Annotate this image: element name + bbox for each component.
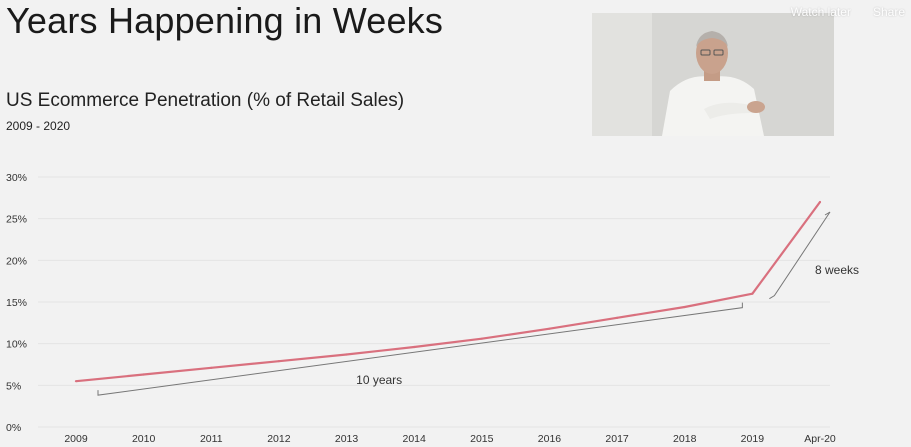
data-point	[277, 360, 281, 363]
slide-title: Years Happening in Weeks	[6, 0, 444, 41]
data-point	[683, 305, 686, 309]
x-tick-label: 2009	[64, 433, 88, 445]
presenter-webcam	[592, 13, 834, 136]
data-point	[413, 345, 416, 349]
series-line	[75, 201, 821, 383]
ten-years-bracket	[97, 302, 743, 396]
watch-later-button[interactable]: Watch later	[790, 5, 851, 19]
y-tick-label: 10%	[6, 339, 27, 351]
eight-weeks-label: 8 weeks	[815, 263, 859, 277]
y-tick-label: 25%	[6, 214, 27, 226]
y-tick-label: 15%	[6, 297, 27, 309]
share-button[interactable]: Share	[872, 5, 905, 19]
y-tick-label: 0%	[6, 422, 21, 434]
y-tick-label: 20%	[6, 255, 27, 267]
annotation-brackets	[97, 211, 831, 396]
x-tick-label: Apr-20	[804, 433, 836, 445]
x-tick-label: 2019	[741, 433, 765, 445]
x-tick-label: 2017	[605, 433, 629, 445]
data-point	[142, 373, 145, 376]
x-tick-label: 2016	[538, 433, 562, 445]
data-point	[74, 380, 78, 383]
y-tick-label: 30%	[6, 172, 27, 184]
chart-title: US Ecommerce Penetration (% of Retail Sa…	[6, 90, 405, 111]
eight-weeks-bracket	[769, 211, 831, 300]
video-overlay-controls: Watch later Share	[711, 0, 911, 24]
y-axis-ticks: 0% 5% 10% 15% 20% 25% 30%	[6, 172, 27, 434]
x-tick-label: 2012	[267, 433, 291, 445]
presenter-webcam-icon	[592, 13, 834, 136]
x-axis-ticks: 2009 2010 2011 2012 2013 2014 2015 2016 2017 2018…	[64, 433, 836, 445]
x-tick-label: 2015	[470, 433, 494, 445]
y-tick-label: 5%	[6, 380, 21, 392]
chart-subtitle: 2009 - 2020	[6, 119, 71, 133]
data-point	[210, 366, 213, 369]
series-lines	[74, 200, 822, 383]
annotation-labels: 10 years 8 weeks	[356, 263, 859, 387]
ten-years-label: 10 years	[356, 373, 402, 387]
x-tick-label: 2011	[200, 433, 223, 445]
data-point	[480, 337, 483, 340]
x-tick-label: 2010	[132, 433, 156, 445]
data-point	[818, 200, 822, 204]
data-point	[615, 316, 619, 319]
x-tick-label: 2013	[335, 433, 359, 445]
data-point	[345, 353, 348, 356]
data-point	[751, 292, 754, 295]
x-tick-label: 2018	[673, 433, 697, 445]
data-point	[548, 327, 551, 330]
x-tick-label: 2014	[403, 433, 427, 445]
